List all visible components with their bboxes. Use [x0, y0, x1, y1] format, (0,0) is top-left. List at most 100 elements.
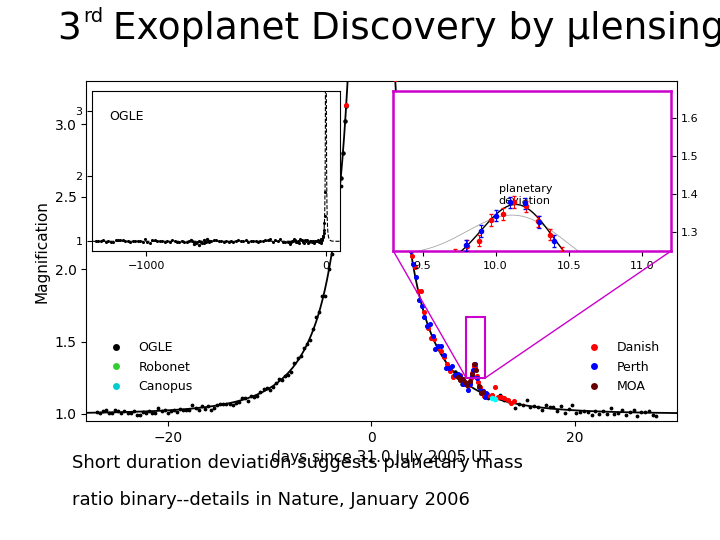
Point [502, 397, 513, 406]
Point [109, 405, 121, 414]
Point [469, 360, 481, 368]
Point [441, 364, 452, 373]
Point [190, 404, 202, 413]
Point [457, 380, 469, 388]
Point [605, 404, 616, 413]
Point [468, 366, 480, 374]
Point [276, 375, 288, 384]
Point [338, 117, 350, 126]
Point [433, 341, 444, 350]
Point [386, 0, 397, 4]
Point [405, 247, 416, 255]
Point [448, 372, 459, 381]
Point [479, 392, 490, 401]
Point [513, 400, 525, 409]
Point [162, 409, 174, 417]
Point [150, 409, 161, 418]
Point [446, 361, 458, 370]
Point [465, 374, 477, 382]
Point [489, 383, 500, 391]
Point [344, 20, 356, 29]
Point [462, 382, 474, 390]
Point [165, 407, 176, 415]
Point [143, 407, 155, 415]
Point [205, 406, 217, 414]
Point [138, 408, 149, 417]
Point [217, 400, 229, 408]
Point [451, 372, 462, 381]
Point [258, 385, 269, 394]
Point [555, 402, 567, 410]
Point [473, 382, 485, 390]
Point [153, 404, 164, 413]
Point [389, 75, 400, 83]
Y-axis label: Magnification: Magnification [34, 200, 49, 302]
Point [593, 409, 605, 418]
Point [125, 408, 136, 417]
Point [400, 199, 411, 207]
Point [212, 401, 223, 409]
X-axis label: days since 31.0 July 2005 UT: days since 31.0 July 2005 UT [271, 450, 492, 465]
Point [335, 181, 346, 190]
Point [636, 408, 647, 416]
Point [460, 379, 472, 388]
Point [402, 226, 414, 234]
Point [651, 411, 662, 420]
Point [186, 401, 198, 409]
Point [261, 383, 272, 392]
Point [255, 388, 266, 396]
Point [521, 396, 532, 404]
Point [301, 340, 312, 348]
Point [332, 203, 343, 212]
Point [406, 252, 418, 261]
Point [341, 102, 352, 111]
Point [444, 364, 455, 373]
Point [528, 402, 540, 410]
Point [341, 100, 352, 109]
Point [451, 370, 463, 379]
Point [474, 383, 485, 391]
Point [233, 397, 245, 406]
Point [236, 394, 248, 402]
Point [582, 408, 593, 416]
Bar [466, 317, 485, 378]
Point [597, 406, 608, 415]
Point [282, 371, 294, 380]
Point [295, 352, 307, 361]
Point [416, 302, 428, 310]
Point [559, 408, 570, 417]
Text: 3: 3 [58, 11, 81, 47]
Point [289, 359, 300, 368]
Point [510, 404, 521, 413]
Point [335, 174, 346, 183]
Point [492, 393, 504, 402]
Point [270, 379, 282, 388]
Point [171, 408, 183, 416]
Point [430, 345, 441, 353]
Point [107, 408, 118, 417]
Text: Short duration deviation suggests planetary mass: Short duration deviation suggests planet… [72, 454, 523, 471]
Point [464, 376, 475, 385]
Point [344, 32, 356, 40]
Point [122, 408, 133, 417]
Point [498, 394, 510, 403]
Point [307, 325, 319, 334]
Point [639, 408, 651, 416]
Point [224, 400, 235, 408]
Point [402, 232, 414, 240]
Point [177, 406, 189, 415]
Point [643, 407, 654, 415]
Point [454, 374, 466, 383]
Point [342, 65, 354, 73]
Point [174, 404, 186, 413]
Point [620, 410, 631, 419]
Point [146, 408, 158, 417]
Point [477, 386, 488, 395]
Text: ratio binary--details in Nature, January 2006: ratio binary--details in Nature, January… [72, 491, 470, 509]
Point [292, 354, 303, 362]
Point [575, 408, 586, 416]
Point [230, 399, 241, 407]
Point [425, 333, 436, 342]
Point [462, 385, 474, 394]
Point [466, 372, 477, 381]
